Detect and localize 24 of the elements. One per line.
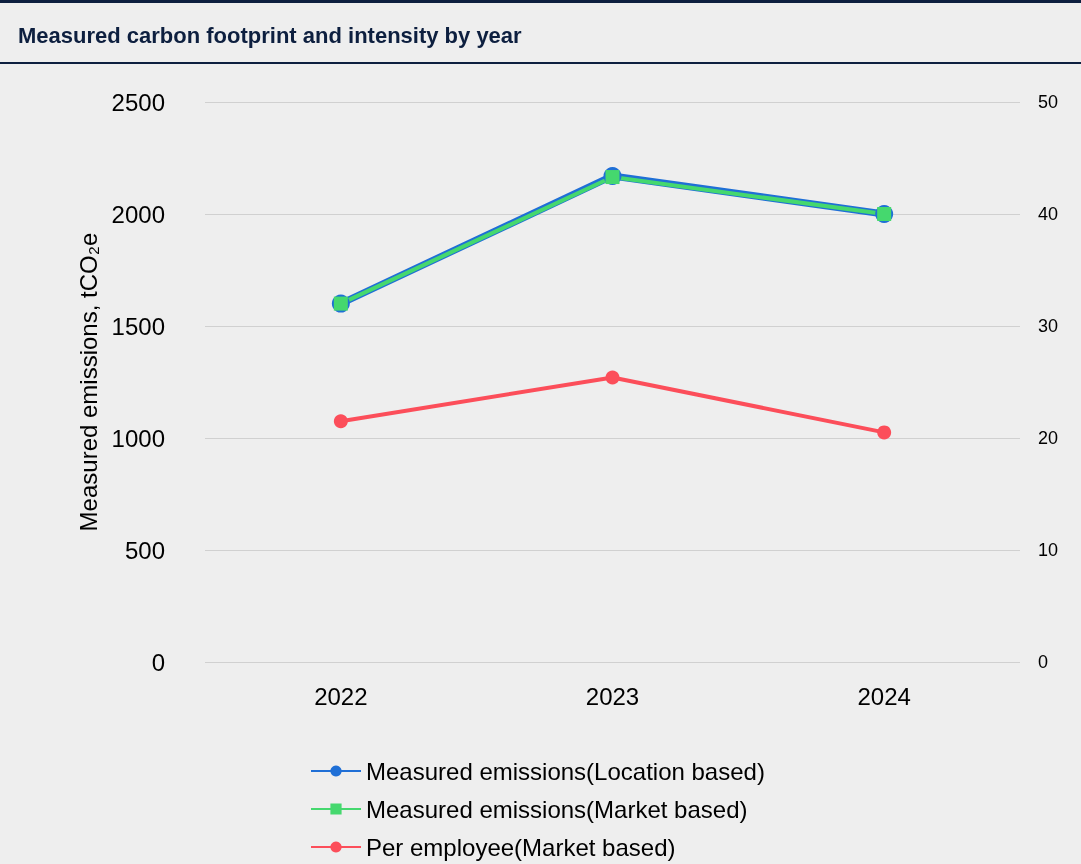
y2-tick-label: 30 <box>1038 316 1059 336</box>
x-tick-label: 2022 <box>314 682 368 710</box>
y-tick-label: 2500 <box>111 88 165 116</box>
y2-tick-label: 10 <box>1038 540 1059 560</box>
legend-label: Per employee(Market based) <box>366 833 676 861</box>
chart-title: Measured carbon footprint and intensity by year <box>18 23 522 49</box>
y2-tick-label: 40 <box>1038 204 1059 224</box>
y-tick-label: 500 <box>124 536 165 564</box>
y2-tick-label: 50 <box>1038 92 1059 112</box>
y2-tick-label: 20 <box>1038 428 1059 448</box>
y-tick-label: 1000 <box>111 424 165 452</box>
legend-label: Measured emissions(Market based) <box>366 795 748 823</box>
point <box>333 414 348 429</box>
y-tick-label: 0 <box>151 648 165 676</box>
x-tick-label: 2023 <box>585 682 640 710</box>
point <box>605 170 620 185</box>
point <box>605 370 620 385</box>
y-axis-title: Measured emissions, tCO₂e <box>75 232 103 532</box>
x-tick-label: 2024 <box>857 682 911 710</box>
y-tick-label: 1500 <box>111 312 165 340</box>
legend-label: Measured emissions(Location based) <box>366 757 765 785</box>
y2-tick-label: 0 <box>1038 652 1049 672</box>
point <box>877 425 892 440</box>
y-tick-label: 2000 <box>111 200 165 228</box>
